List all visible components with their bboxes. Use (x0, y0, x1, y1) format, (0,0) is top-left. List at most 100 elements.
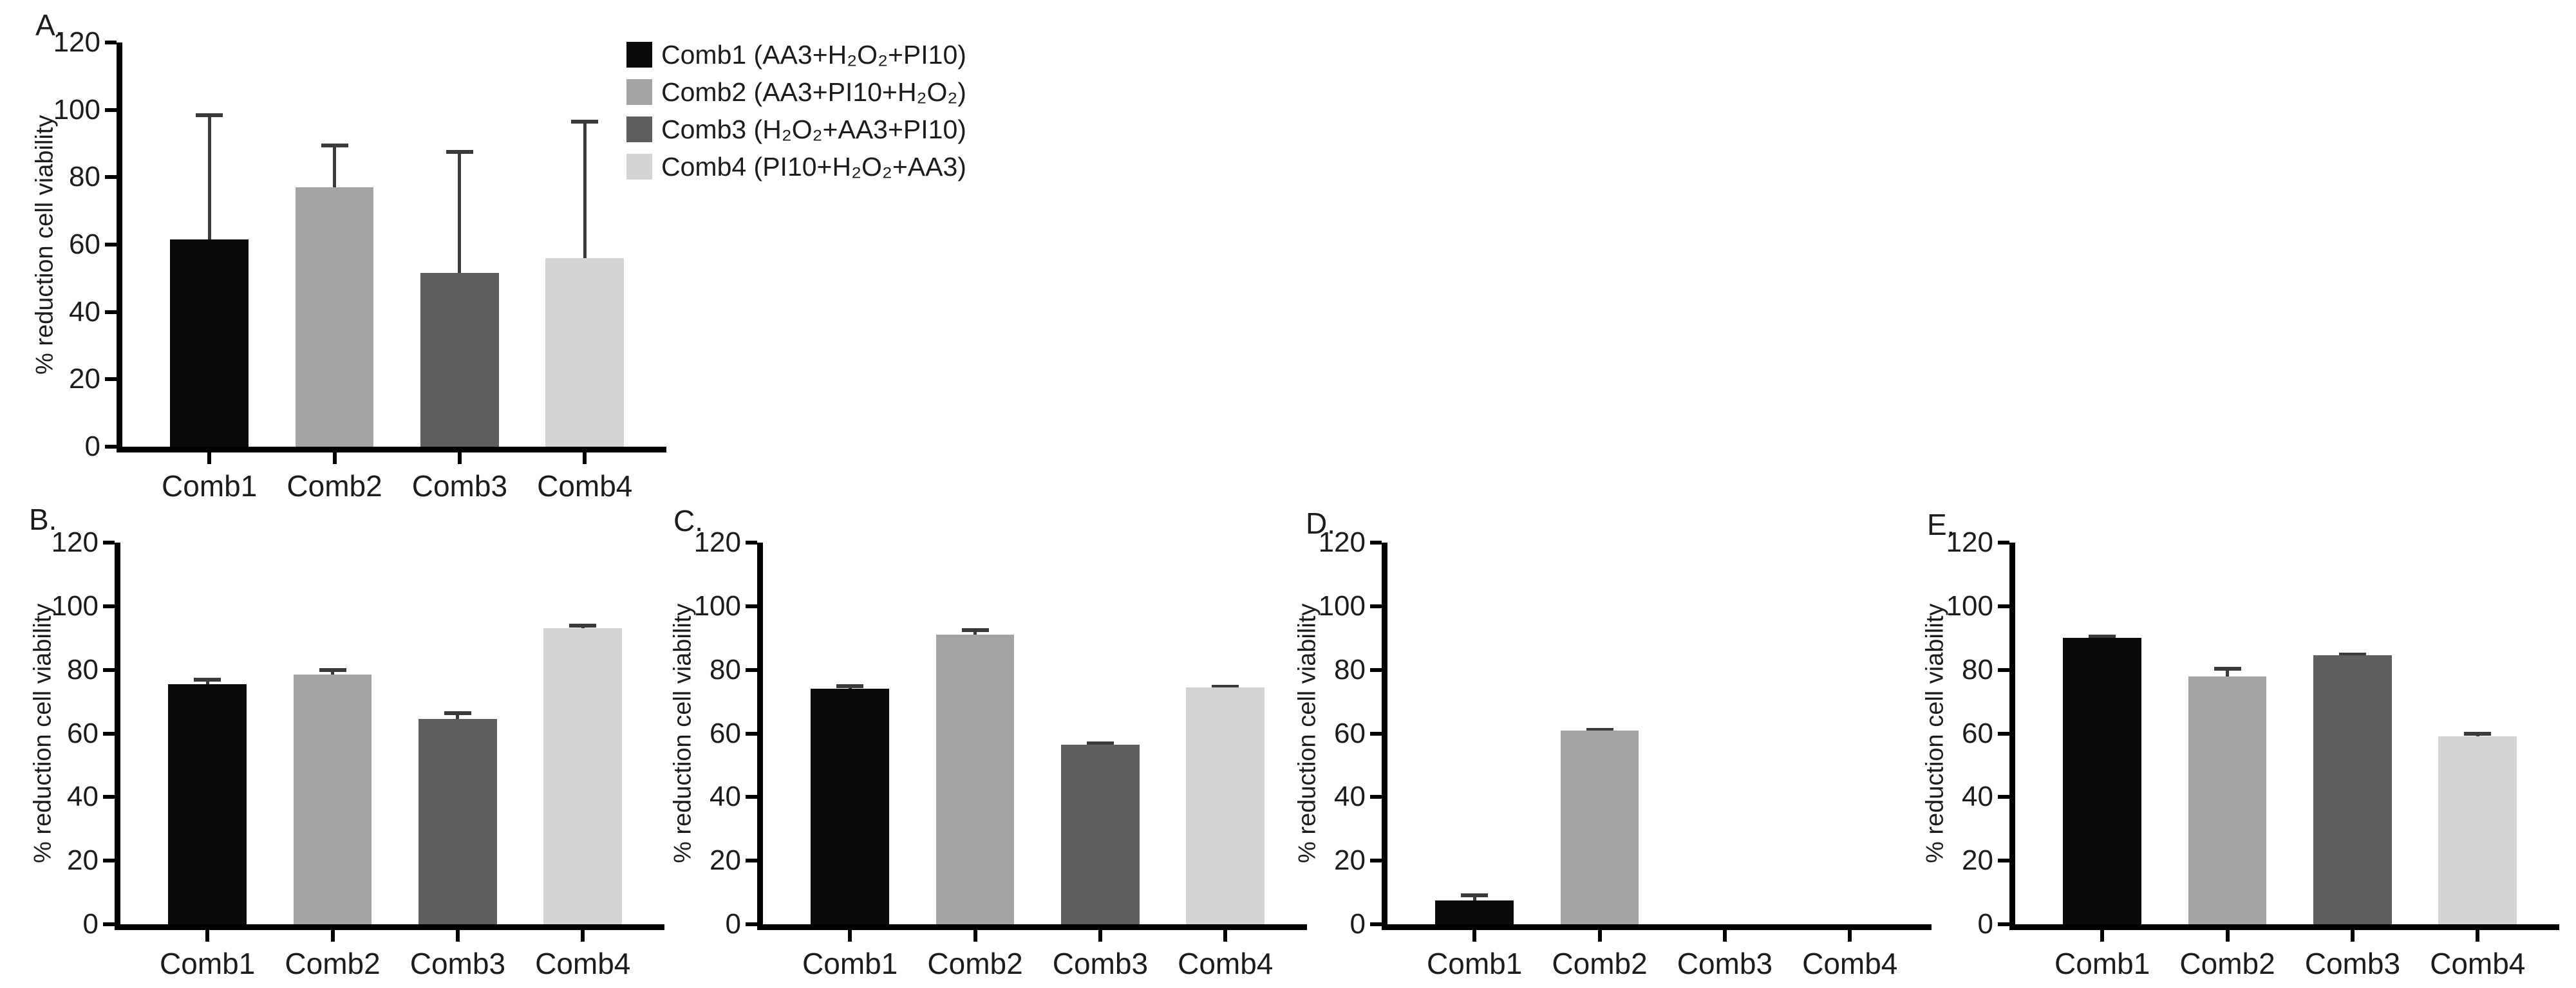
y-tick-label: 120 (1946, 527, 1993, 558)
y-tick-label: 80 (1962, 653, 1993, 685)
y-tick-label: 120 (53, 26, 100, 58)
x-axis-tick (1472, 930, 1477, 942)
x-category-label: Comb2 (2179, 947, 2275, 980)
y-tick-label: 100 (53, 93, 100, 126)
y-axis-tick (746, 731, 757, 736)
y-tick-label: 100 (51, 590, 99, 622)
error-bar-cap (571, 120, 599, 124)
y-axis-tick (105, 41, 117, 44)
legend-item-label: Comb4 (PI10+H₂O₂+AA3) (661, 151, 966, 182)
error-bar-cap (2338, 652, 2366, 657)
y-axis-tick (746, 667, 757, 672)
legend-swatch-comb2 (626, 79, 652, 105)
y-axis-tick (103, 795, 115, 799)
bar (1435, 900, 1514, 924)
x-category-label: Comb2 (1552, 947, 1648, 980)
x-axis-tick (455, 930, 460, 942)
legend-swatch-comb3 (626, 117, 652, 142)
legend-item-label: Comb1 (AA3+H₂O₂+PI10) (661, 39, 966, 70)
bar (811, 689, 890, 924)
x-category-label: Comb3 (1052, 947, 1149, 980)
y-tick-label: 100 (1946, 590, 1993, 622)
x-axis-tick (330, 930, 335, 942)
error-bar-cap (321, 144, 348, 147)
y-axis-tick (103, 541, 115, 545)
error-bar-cap (1212, 685, 1239, 689)
bar (2188, 676, 2267, 924)
legend-swatch-comb4 (626, 154, 652, 180)
legend-item: Comb3 (H₂O₂+AA3+PI10) (626, 111, 966, 148)
legend-item: Comb2 (AA3+PI10+H₂O₂) (626, 73, 966, 111)
bar-chart-b: 0 20 40 60 80 100 120 Comb1 Comb2 Comb3 Comb4 (52, 527, 664, 980)
y-axis-tick (105, 243, 117, 247)
panel-label-c: C. (673, 504, 703, 537)
x-category-label: Comb4 (537, 469, 633, 503)
bar (168, 684, 247, 924)
bar (418, 719, 497, 924)
error-bar-cap (1086, 741, 1114, 745)
legend-item: Comb1 (AA3+H₂O₂+PI10) (626, 36, 966, 73)
y-tick-label: 60 (1962, 717, 1993, 749)
y-tick-label: 0 (84, 431, 100, 462)
y-axis-tick (1370, 604, 1382, 608)
y-axis-tick (746, 795, 757, 799)
y-axis-tick (105, 107, 117, 112)
y-axis-tick (1370, 731, 1382, 736)
error-bar-cap (836, 684, 864, 688)
error-bar-cap (194, 678, 221, 682)
x-axis-tick (2350, 930, 2355, 942)
x-category-label: Comb4 (535, 947, 631, 980)
y-tick-label: 20 (710, 844, 741, 877)
bar (2313, 655, 2392, 924)
panel-label-d: D. (1306, 507, 1335, 540)
x-category-label: Comb3 (411, 469, 508, 503)
x-axis-tick (2100, 930, 2105, 942)
bar (1186, 687, 1265, 924)
y-tick-label: 100 (693, 590, 741, 622)
error-bar-cap (569, 624, 597, 628)
y-axis-tick (1370, 859, 1382, 863)
legend-item-label: Comb2 (AA3+PI10+H₂O₂) (661, 77, 966, 107)
bar-chart-d: 0 20 40 60 80 100 120 Comb1 Comb2 Comb3 Comb4 (1319, 527, 1932, 980)
y-axis-tick (103, 922, 115, 926)
error-bar-cap (2089, 635, 2116, 639)
bar (1560, 730, 1639, 924)
error-bar-cap (1461, 893, 1489, 898)
y-tick-label: 80 (710, 653, 741, 685)
y-axis (117, 42, 122, 452)
error-bar (207, 113, 211, 240)
y-axis-tick (1998, 731, 2009, 736)
y-axis-tick (1998, 604, 2009, 608)
y-tick-label: 80 (69, 161, 100, 193)
y-tick-label: 80 (67, 653, 99, 685)
x-category-label: Comb1 (160, 947, 256, 980)
x-axis (757, 924, 1307, 930)
legend-swatch-comb1 (626, 42, 652, 68)
y-axis-tick (746, 859, 757, 863)
y-axis-tick (1370, 667, 1382, 672)
panel-label-b: B. (29, 503, 57, 536)
y-tick-label: 40 (1334, 781, 1366, 813)
error-bar-cap (444, 711, 471, 715)
bar-chart-a: 0 20 40 60 80 100 120 Comb1 Comb2 Comb3 Comb4 (53, 26, 666, 503)
error-bar-cap (961, 628, 989, 633)
x-axis-tick (1098, 930, 1102, 942)
bar-chart-c: 0 20 40 60 80 100 120 Comb1 Comb2 Comb3 Comb4 (694, 527, 1307, 980)
legend-item: Comb4 (PI10+H₂O₂+AA3) (626, 148, 966, 185)
y-tick-label: 120 (693, 527, 741, 558)
x-axis-tick (973, 930, 977, 942)
x-axis-tick (1223, 930, 1228, 942)
y-tick-label: 40 (67, 781, 99, 813)
legend: Comb1 (AA3+H₂O₂+PI10) Comb2 (AA3+PI10+H₂… (626, 36, 966, 185)
x-axis-tick (2476, 930, 2480, 942)
x-category-label: Comb4 (1178, 947, 1274, 980)
bar (1061, 744, 1140, 924)
error-bar-cap (446, 150, 473, 154)
error-bar (458, 150, 462, 274)
x-axis (115, 924, 664, 930)
y-tick-label: 20 (67, 844, 99, 877)
error-bar (583, 120, 587, 258)
x-axis-tick (583, 452, 587, 464)
y-tick-label: 60 (710, 717, 741, 749)
error-bar-cap (1586, 728, 1613, 732)
